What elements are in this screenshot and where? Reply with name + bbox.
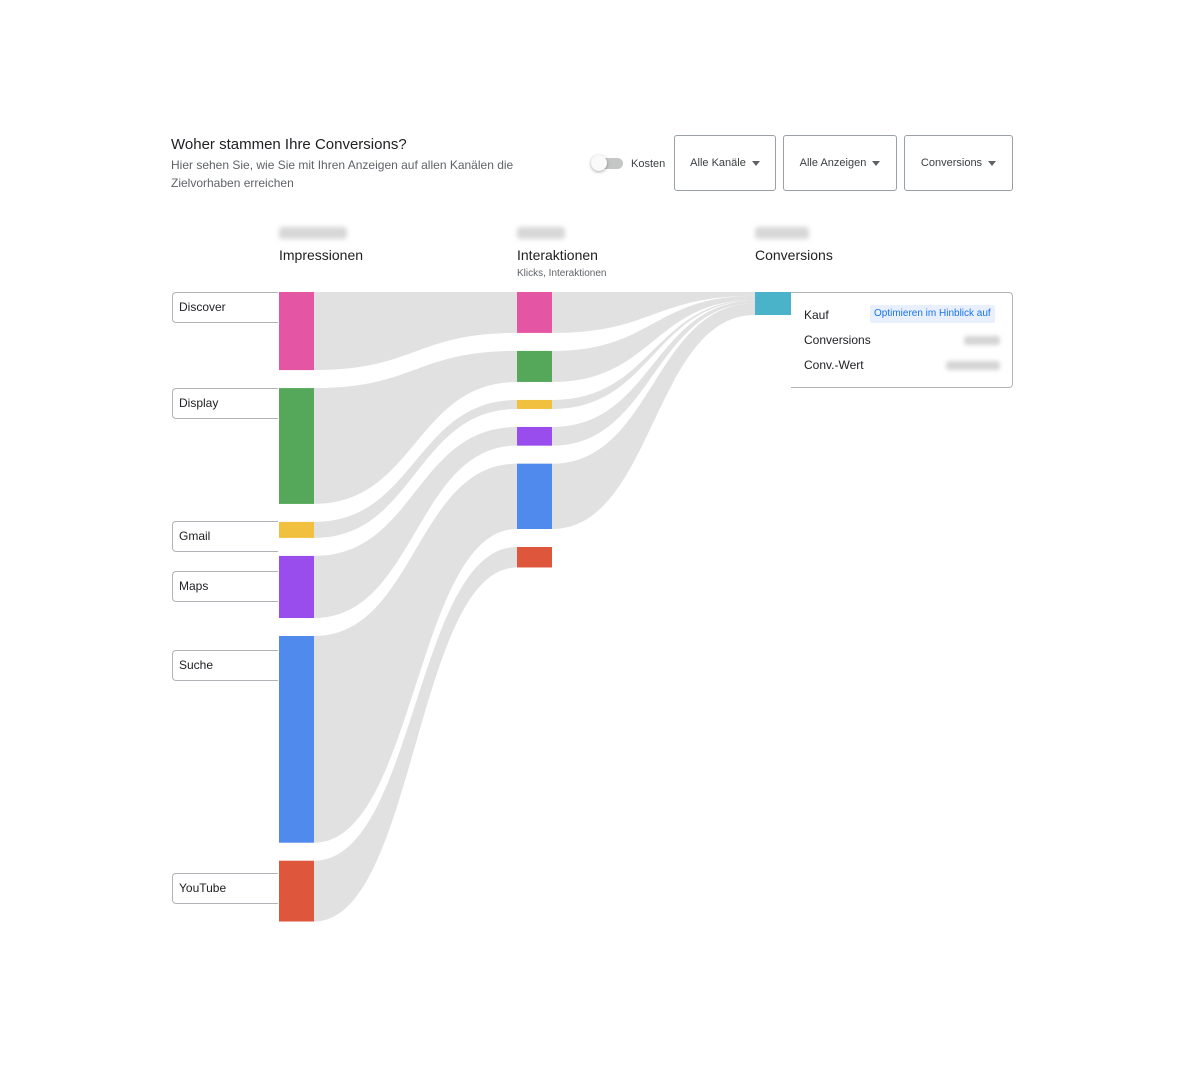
node-impressions-suche <box>279 636 314 843</box>
node-interactions-display <box>517 350 552 382</box>
node-impressions-gmail <box>279 521 314 538</box>
channel-label-maps[interactable]: Maps <box>172 571 278 602</box>
chevron-down-icon <box>988 160 997 166</box>
channel-label-gmail[interactable]: Gmail <box>172 521 278 552</box>
page-title: Woher stammen Ihre Conversions? <box>171 136 407 153</box>
node-impressions-maps <box>279 555 314 618</box>
conversions-row-label: Conversions <box>804 333 871 347</box>
node-interactions-suche <box>517 463 552 529</box>
sankey-nodes <box>279 292 791 922</box>
link-suche-interactions-to-conversions <box>552 303 755 529</box>
conversions-column-title: Conversions <box>755 247 833 263</box>
channels-dropdown[interactable]: Alle Kanäle <box>674 135 776 191</box>
node-interactions-maps <box>517 426 552 446</box>
link-display-interactions-to-conversions <box>552 295 755 382</box>
node-conversions-kauf <box>755 292 791 315</box>
conv-value-row-label: Conv.-Wert <box>804 358 864 372</box>
conversion-action-name: Kauf <box>804 308 829 322</box>
node-interactions-youtube <box>517 547 552 568</box>
sankey-links <box>314 292 755 922</box>
link-display-impressions-to-interactions <box>314 350 517 504</box>
impressions-column-title: Impressionen <box>279 247 364 263</box>
conversions-value-redacted <box>964 336 1000 345</box>
link-suche-impressions-to-interactions <box>314 463 517 843</box>
optimize-badge[interactable]: Optimieren im Hinblick auf <box>870 305 995 323</box>
conversions-total-redacted <box>755 227 809 239</box>
toggle-knob <box>591 155 607 171</box>
ads-dropdown-label: Alle Anzeigen <box>799 157 867 169</box>
channel-label-display[interactable]: Display <box>172 388 278 419</box>
conversion-detail-card: Kauf Optimieren im Hinblick auf Conversi… <box>791 292 1013 388</box>
metric-dropdown[interactable]: Conversions <box>904 135 1013 191</box>
link-maps-impressions-to-interactions <box>314 426 517 618</box>
link-discover-impressions-to-interactions <box>314 292 517 371</box>
impressions-total-redacted <box>279 227 347 239</box>
node-impressions-discover <box>279 292 314 371</box>
interactions-total-redacted <box>517 227 565 239</box>
node-impressions-youtube <box>279 860 314 922</box>
channel-label-suche[interactable]: Suche <box>172 650 278 681</box>
channel-label-discover[interactable]: Discover <box>172 292 278 323</box>
node-interactions-discover <box>517 292 552 333</box>
interactions-column-subtitle: Klicks, Interaktionen <box>517 268 607 279</box>
node-impressions-display <box>279 388 314 504</box>
link-youtube-impressions-to-interactions <box>314 547 517 922</box>
metric-dropdown-label: Conversions <box>920 157 983 169</box>
page-subtitle: Hier sehen Sie, wie Sie mit Ihren Anzeig… <box>171 158 514 190</box>
interactions-column-title: Interaktionen <box>517 247 598 263</box>
link-gmail-impressions-to-interactions <box>314 399 517 538</box>
link-maps-interactions-to-conversions <box>552 300 755 446</box>
link-gmail-interactions-to-conversions <box>552 299 755 409</box>
cost-toggle[interactable] <box>591 155 625 171</box>
link-discover-interactions-to-conversions <box>552 292 755 333</box>
channels-dropdown-label: Alle Kanäle <box>690 157 746 169</box>
chevron-down-icon <box>751 160 760 166</box>
channel-label-youtube[interactable]: YouTube <box>172 873 278 904</box>
toggle-track <box>593 158 623 169</box>
cost-toggle-label: Kosten <box>631 158 666 170</box>
node-interactions-gmail <box>517 399 552 409</box>
conv-value-redacted <box>946 361 1000 370</box>
ads-dropdown[interactable]: Alle Anzeigen <box>783 135 897 191</box>
chevron-down-icon <box>872 160 881 166</box>
